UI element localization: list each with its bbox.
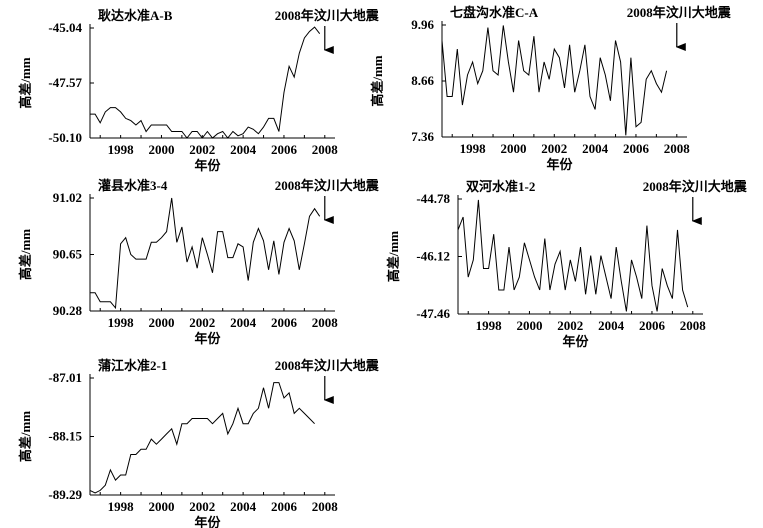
earthquake-annotation: 2008年汶川大地震	[627, 5, 732, 20]
series-line	[90, 26, 321, 139]
x-axis-label: 年份	[194, 158, 221, 173]
chart-title: 耿达水准A-B	[98, 8, 173, 23]
y-tick-label: 90.65	[53, 247, 83, 262]
y-tick-label: 7.36	[411, 129, 434, 144]
y-tick-label: -47.57	[48, 75, 82, 90]
y-tick-label: -87.01	[48, 370, 82, 385]
x-tick-label: 2006	[271, 142, 298, 157]
x-tick-label: 2006	[623, 141, 650, 156]
x-tick-label: 2008	[312, 499, 339, 514]
y-axis-label: 高差/mm	[370, 55, 385, 106]
x-tick-label: 1998	[108, 499, 135, 514]
y-tick-label: 9.96	[411, 17, 434, 32]
x-tick-label: 2006	[271, 499, 298, 514]
x-tick-label: 1998	[476, 318, 503, 333]
y-tick-label: -47.46	[416, 306, 450, 321]
chart-panel-4: -44.78 -46.12 -47.46 1998 2000 2002 2004 2006 20…	[386, 179, 748, 349]
x-axis-label: 年份	[546, 157, 573, 172]
x-tick-label: 2006	[271, 315, 298, 330]
x-tick-label: 2002	[189, 499, 215, 514]
x-tick-label: 1998	[460, 141, 487, 156]
y-axis-label: 高差/mm	[18, 57, 33, 108]
y-tick-label: -89.29	[48, 487, 82, 502]
chart-panel-1: -45.04 -47.57 -50.10 1998 2000 2002 2004 2006 20…	[18, 8, 380, 173]
series-line	[89, 382, 315, 494]
chart-title: 七盘沟水准C-A	[450, 5, 539, 20]
x-tick-label: 2002	[541, 141, 567, 156]
x-tick-label: 2000	[148, 142, 174, 157]
y-tick-label: -44.78	[416, 191, 450, 206]
x-tick-label: 2004	[582, 141, 609, 156]
series-line	[441, 25, 668, 136]
x-tick-label: 2004	[230, 142, 257, 157]
y-tick-label: 91.02	[53, 190, 82, 205]
x-tick-label: 2008	[312, 315, 339, 330]
x-tick-label: 2008	[312, 142, 339, 157]
x-tick-label: 2002	[189, 315, 215, 330]
x-tick-label: 2000	[516, 318, 542, 333]
y-axis-label: 高差/mm	[386, 231, 401, 282]
y-tick-label: -45.04	[48, 20, 82, 35]
y-tick-label: -46.12	[416, 249, 450, 264]
x-axis-label: 年份	[194, 331, 221, 346]
x-axis-label: 年份	[194, 515, 221, 528]
x-tick-label: 1998	[108, 315, 135, 330]
x-tick-label: 2004	[598, 318, 625, 333]
y-axis-label: 高差/mm	[18, 411, 33, 462]
x-tick-label: 2004	[230, 499, 257, 514]
x-tick-label: 2002	[189, 142, 215, 157]
earthquake-annotation: 2008年汶川大地震	[275, 358, 380, 373]
x-tick-label: 2004	[230, 315, 257, 330]
x-tick-label: 2000	[148, 499, 174, 514]
chart-title: 蒲江水准2-1	[98, 358, 167, 373]
chart-panel-5: -87.01 -88.15 -89.29 1998 2000 2002 2004 2006 20…	[18, 358, 380, 528]
x-axis-label: 年份	[562, 334, 589, 349]
chart-title: 双河水准1-2	[466, 179, 535, 194]
y-tick-label: -88.15	[48, 429, 82, 444]
x-tick-label: 2008	[664, 141, 691, 156]
y-tick-label: 90.28	[53, 303, 83, 318]
x-tick-label: 2008	[680, 318, 707, 333]
y-axis-label: 高差/mm	[18, 229, 33, 280]
chart-title: 灌县水准3-4	[98, 178, 168, 193]
chart-panel-2: 9.96 8.66 7.36 1998 2000 2002 2004 2006 2008 年份 高差…	[370, 5, 732, 172]
x-tick-label: 2002	[557, 318, 583, 333]
y-tick-label: -50.10	[48, 130, 82, 145]
series-line	[90, 197, 321, 310]
series-line	[457, 199, 689, 312]
x-tick-label: 2006	[639, 318, 666, 333]
earthquake-annotation: 2008年汶川大地震	[275, 8, 380, 23]
x-tick-label: 2000	[148, 315, 174, 330]
x-tick-label: 2000	[500, 141, 526, 156]
earthquake-annotation: 2008年汶川大地震	[275, 178, 380, 193]
earthquake-annotation: 2008年汶川大地震	[643, 179, 748, 194]
y-tick-label: 8.66	[411, 73, 434, 88]
x-tick-label: 1998	[108, 142, 135, 157]
